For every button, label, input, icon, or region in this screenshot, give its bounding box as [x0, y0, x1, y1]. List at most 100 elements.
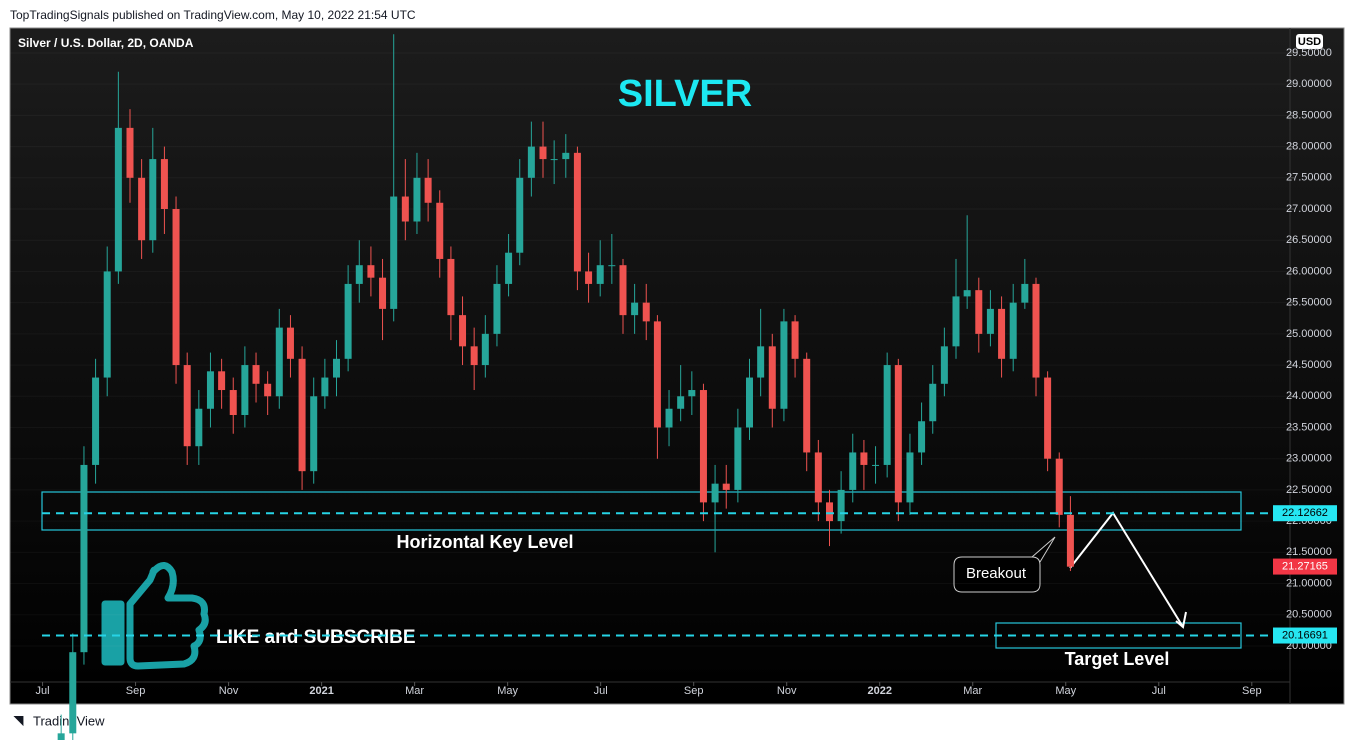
candle-body: [677, 396, 685, 409]
candle-body: [780, 321, 788, 409]
breakout-callout: [953, 536, 1056, 593]
x-tick-label: 2021: [309, 685, 333, 697]
y-tick-label: 28.50000: [1286, 109, 1332, 121]
x-tick-label: Sep: [1242, 685, 1262, 697]
candle-body: [757, 346, 765, 378]
candle-body: [206, 371, 214, 409]
x-tick-label: Mar: [405, 685, 424, 697]
candle-body: [1066, 514, 1074, 567]
candle-body: [814, 452, 822, 503]
candle-body: [57, 733, 65, 745]
y-tick-label: 23.50000: [1286, 421, 1332, 433]
candle-body: [114, 127, 122, 272]
candle-body: [401, 196, 409, 222]
candle-body: [872, 464, 880, 466]
candle-body: [195, 408, 203, 447]
x-tick-label: Mar: [963, 685, 982, 697]
candle-body: [918, 421, 926, 453]
candle-body: [413, 177, 421, 222]
candle-body: [791, 321, 799, 359]
candle-body: [825, 502, 833, 522]
x-tick-label: Nov: [219, 685, 239, 697]
candle-body: [585, 271, 593, 284]
candle-body: [298, 358, 306, 472]
plot-layer: [10, 34, 1290, 745]
y-tick-label: 21.50000: [1286, 546, 1332, 558]
projection-arrowhead: [1175, 611, 1187, 629]
candle-body: [379, 277, 387, 309]
candle-body: [1055, 458, 1063, 515]
candle-body: [619, 265, 627, 316]
candle-body: [424, 177, 432, 203]
candle-body: [218, 371, 226, 391]
candle-body: [1032, 283, 1040, 378]
chart-title: SILVER: [618, 73, 752, 115]
candle-body: [665, 408, 673, 428]
candle-body: [149, 159, 157, 241]
candle-body: [653, 321, 661, 428]
candle-body: [1021, 283, 1029, 303]
candle-body: [608, 265, 616, 267]
candle-body: [527, 146, 535, 178]
footer-brand: TradingView: [33, 713, 105, 728]
breakout-label: Breakout: [966, 565, 1027, 582]
key-level-zone: [41, 491, 1242, 531]
candle-body: [344, 283, 352, 359]
last-price-box: [1273, 558, 1337, 575]
candle-body: [986, 308, 994, 334]
candle-body: [138, 177, 146, 241]
symbol-info: Silver / U.S. Dollar, 2D, OANDA: [18, 36, 194, 50]
y-tick-label: 27.00000: [1286, 203, 1332, 215]
y-tick-label: 24.50000: [1286, 359, 1332, 371]
y-tick-label: 29.00000: [1286, 78, 1332, 90]
level-price-label: 20.16691: [1282, 629, 1328, 641]
candle-body: [550, 159, 558, 161]
footer-logo: ◥: [13, 713, 24, 727]
candle-body: [183, 365, 191, 447]
candle-body: [688, 390, 696, 397]
y-tick-label: 24.00000: [1286, 390, 1332, 402]
candle-body: [998, 308, 1006, 359]
candle-body: [80, 464, 88, 653]
candle-body: [321, 377, 329, 397]
candle-body: [332, 358, 340, 378]
x-tick-label: Jul: [594, 685, 608, 697]
candle-body: [172, 209, 180, 366]
candle-body: [470, 346, 478, 366]
candle-body: [1044, 377, 1052, 459]
published-note: TopTradingSignals published on TradingVi…: [10, 8, 416, 22]
candle-body: [883, 365, 891, 465]
candle-body: [734, 427, 742, 490]
x-tick-label: Sep: [684, 685, 704, 697]
candle-body: [229, 390, 237, 415]
candle-body: [768, 346, 776, 409]
level-price-box: [1273, 627, 1337, 644]
y-tick-label: 29.50000: [1286, 47, 1332, 59]
y-tick-label: 26.00000: [1286, 265, 1332, 277]
x-tick-label: May: [497, 685, 518, 697]
candle-body: [963, 290, 971, 297]
candle-body: [160, 159, 168, 210]
level-name: Horizontal Key Level: [396, 532, 573, 552]
candle-body: [573, 152, 581, 272]
candle-body: [975, 290, 983, 334]
candle-body: [264, 383, 272, 397]
currency: USD: [1298, 36, 1321, 48]
x-tick-label: Nov: [777, 685, 797, 697]
candle-body: [860, 452, 868, 465]
candle-body: [481, 333, 489, 366]
candle-body: [493, 283, 501, 334]
y-tick-label: 26.50000: [1286, 234, 1332, 246]
candle-body: [367, 265, 375, 278]
candle-body: [642, 302, 650, 322]
candle-body: [310, 396, 318, 472]
candle-body: [849, 452, 857, 490]
candle-body: [562, 152, 570, 160]
cta-text: LIKE and SUBSCRIBE: [216, 627, 416, 648]
candle-body: [103, 271, 111, 378]
last-price-label: 21.27165: [1282, 560, 1328, 572]
y-tick-label: 25.50000: [1286, 297, 1332, 309]
candle-body: [516, 177, 524, 253]
candle-body: [1009, 302, 1017, 359]
currency-badge: [1296, 34, 1323, 49]
